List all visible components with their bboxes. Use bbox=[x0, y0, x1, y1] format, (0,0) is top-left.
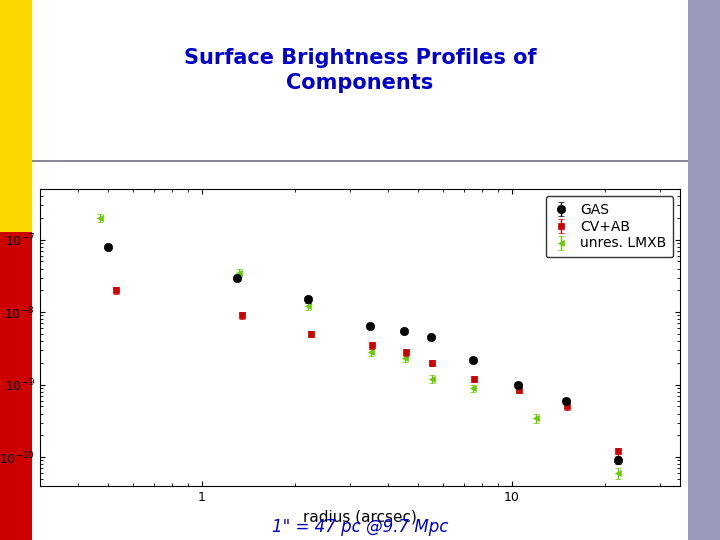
Text: Surface Brightness Profiles of
Components: Surface Brightness Profiles of Component… bbox=[184, 48, 536, 92]
X-axis label: radius (arcsec): radius (arcsec) bbox=[303, 509, 417, 524]
Text: 1" = 47 pc @9.7 Mpc: 1" = 47 pc @9.7 Mpc bbox=[272, 517, 448, 536]
Legend: GAS, CV+AB, unres. LMXB: GAS, CV+AB, unres. LMXB bbox=[546, 196, 673, 258]
